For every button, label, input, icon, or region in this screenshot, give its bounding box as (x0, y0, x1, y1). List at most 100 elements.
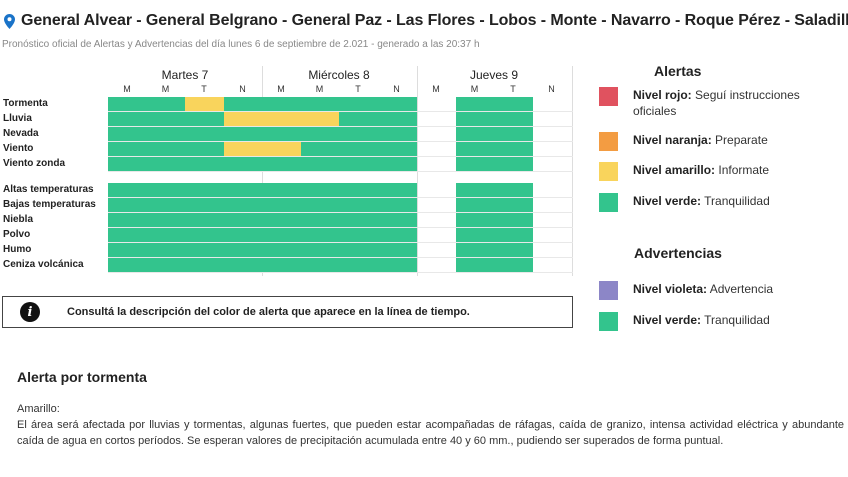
legend-item: Nivel naranja: Preparate (599, 132, 844, 151)
legend-swatch (599, 312, 618, 331)
timeline-cell (146, 97, 186, 111)
legend-description: Preparate (711, 133, 768, 147)
row-divider (108, 197, 573, 198)
timeline-cell (146, 213, 186, 227)
time-slot-header: M (277, 84, 285, 94)
timeline-cell (494, 198, 533, 212)
legend-description: Advertencia (707, 282, 774, 296)
row-divider (108, 212, 573, 213)
timeline-cell (300, 258, 340, 272)
timeline-cell (185, 97, 224, 111)
timeline-cell (108, 112, 147, 126)
timeline-cell (455, 97, 495, 111)
timeline-cell (262, 243, 301, 257)
timeline-cell (377, 213, 417, 227)
timeline-cell (185, 258, 224, 272)
timeline-cell (300, 228, 340, 242)
row-label: Viento zonda (3, 158, 66, 169)
row-divider (108, 171, 573, 172)
legend-warnings-title: Advertencias (634, 245, 722, 261)
timeline-cell (108, 142, 147, 156)
day-header: Jueves 9 (469, 68, 519, 82)
timeline-cell (146, 183, 186, 197)
row-label: Altas temperaturas (3, 184, 94, 195)
legend-description: Seguí instrucciones oficiales (633, 88, 800, 118)
timeline-cell (300, 243, 340, 257)
timeline-cell (455, 243, 495, 257)
timeline-cell (494, 157, 533, 171)
time-slot-header: M (432, 84, 440, 94)
row-label: Tormenta (3, 98, 48, 109)
row-label: Nevada (3, 128, 39, 139)
timeline-cell (108, 127, 147, 141)
row-divider (108, 111, 573, 112)
timeline-cell (494, 213, 533, 227)
timeline-cell (455, 157, 495, 171)
legend-level: Nivel violeta: (633, 282, 708, 296)
timeline-cell (339, 243, 378, 257)
time-slot-header: M (123, 84, 131, 94)
timeline-cell (185, 157, 224, 171)
day-header: Martes 7 (161, 68, 209, 82)
timeline-cell (262, 258, 301, 272)
info-icon: i (20, 302, 40, 322)
timeline-cell (146, 157, 186, 171)
timeline-cell (146, 243, 186, 257)
timeline-cell (262, 213, 301, 227)
legend-item: Nivel verde: Tranquilidad (599, 312, 844, 331)
timeline-cell (146, 198, 186, 212)
timeline-cell (108, 198, 147, 212)
row-label: Lluvia (3, 113, 32, 124)
row-divider (108, 227, 573, 228)
timeline-cell (185, 183, 224, 197)
legend-description: Tranquilidad (701, 194, 770, 208)
row-divider (108, 242, 573, 243)
time-slot-header: T (201, 84, 207, 94)
timeline-cell (108, 228, 147, 242)
row-label: Ceniza volcánica (3, 259, 84, 270)
timeline-cell (223, 127, 263, 141)
row-label: Humo (3, 244, 32, 255)
timeline-cell (262, 198, 301, 212)
timeline-cell (377, 183, 417, 197)
timeline-cell (455, 183, 495, 197)
timeline-cell (185, 127, 224, 141)
legend-level: Nivel naranja: (633, 133, 712, 147)
timeline-cell (146, 127, 186, 141)
timeline-cell (185, 213, 224, 227)
legend-text: Nivel naranja: Preparate (633, 132, 768, 148)
time-slot-header: M (470, 84, 479, 94)
legend-description: Tranquilidad (701, 313, 770, 327)
timeline-cell (223, 183, 263, 197)
timeline-cell (223, 243, 263, 257)
timeline-cell (300, 127, 340, 141)
timeline-cell (377, 97, 417, 111)
timeline-cell (494, 127, 533, 141)
legend-text: Nivel verde: Tranquilidad (633, 312, 770, 328)
location-pin-icon (4, 13, 15, 29)
legend-item: Nivel verde: Tranquilidad (599, 193, 844, 212)
row-label: Viento (3, 143, 34, 154)
time-slot-header: N (548, 84, 555, 94)
row-divider (108, 156, 573, 157)
timeline-cell (339, 97, 378, 111)
timeline-cell (494, 243, 533, 257)
timeline-cell (377, 142, 417, 156)
timeline-cell (300, 142, 340, 156)
legend-swatch (599, 162, 618, 181)
time-slot-header: N (239, 84, 246, 94)
legend-level: Nivel amarillo: (633, 163, 716, 177)
legend-item: Nivel amarillo: Informate (599, 162, 844, 181)
legend-text: Nivel amarillo: Informate (633, 162, 769, 178)
timeline-cell (377, 198, 417, 212)
timeline-cell (494, 112, 533, 126)
timeline-cell (494, 228, 533, 242)
timeline-cell (300, 183, 340, 197)
timeline-cell (185, 112, 224, 126)
page-header: General Alvear - General Belgrano - Gene… (4, 12, 848, 30)
info-text: Consultá la descripción del color de ale… (67, 306, 470, 318)
legend-level: Nivel verde: (633, 313, 702, 327)
timeline-cell (494, 97, 533, 111)
timeline-cell (108, 213, 147, 227)
timeline-cell (300, 112, 340, 126)
